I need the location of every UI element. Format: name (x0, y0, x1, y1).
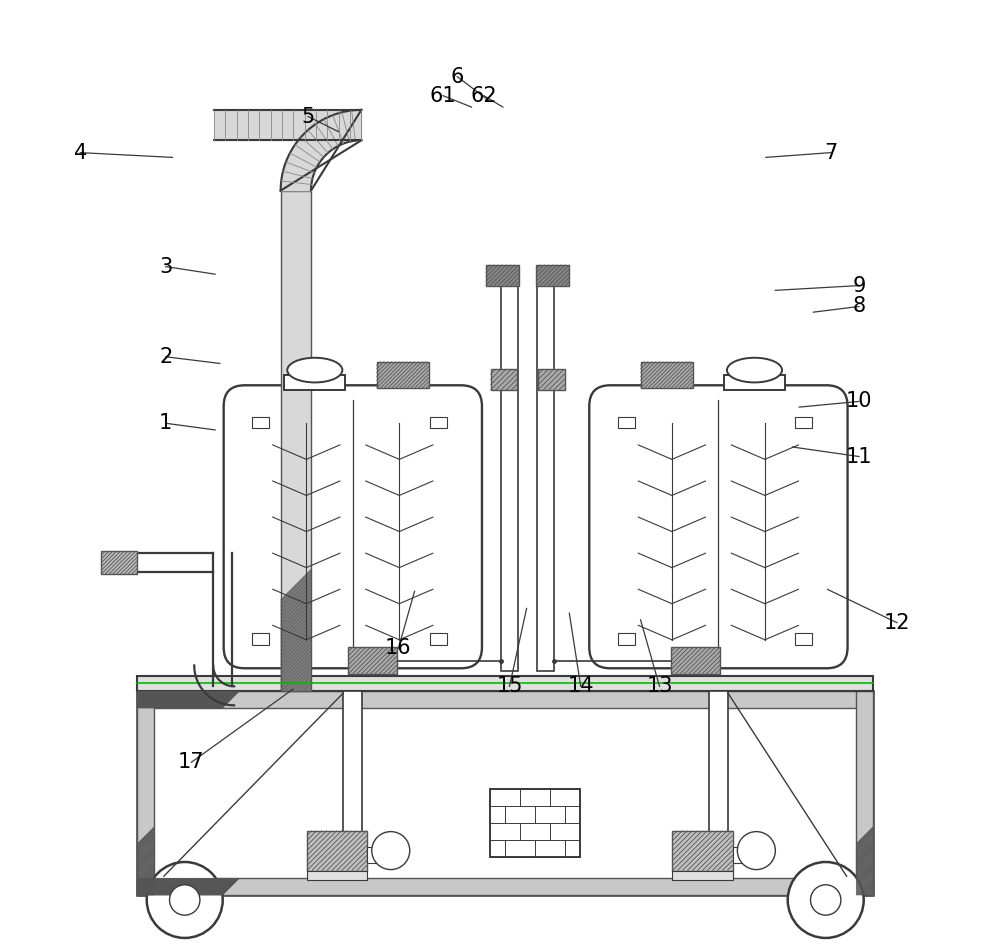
Text: 16: 16 (385, 638, 412, 658)
Bar (343, 691, 362, 878)
Circle shape (147, 862, 223, 938)
Bar (538, 369, 565, 390)
Text: 14: 14 (567, 676, 594, 696)
Bar (536, 264, 569, 285)
Bar (618, 417, 635, 428)
Bar (430, 417, 447, 428)
Bar (491, 369, 517, 390)
Bar (671, 648, 720, 674)
Circle shape (737, 831, 775, 869)
Text: 62: 62 (471, 86, 497, 106)
Text: 15: 15 (496, 676, 523, 696)
Text: 11: 11 (846, 447, 872, 467)
FancyBboxPatch shape (589, 385, 848, 669)
Bar (137, 878, 873, 895)
Bar (724, 375, 785, 390)
Bar (137, 691, 873, 895)
Bar (795, 633, 812, 645)
Text: 9: 9 (852, 276, 866, 296)
Circle shape (372, 831, 410, 869)
Text: 7: 7 (824, 143, 837, 163)
Circle shape (811, 884, 841, 915)
Bar (307, 870, 367, 880)
Bar (537, 276, 554, 671)
Bar (137, 691, 154, 895)
Text: 2: 2 (159, 347, 172, 367)
Bar (490, 789, 580, 857)
Bar (733, 846, 750, 863)
Text: 61: 61 (430, 86, 456, 106)
Bar (501, 276, 518, 671)
Bar (430, 633, 447, 645)
Text: 1: 1 (159, 414, 172, 434)
Bar (486, 264, 519, 285)
Polygon shape (281, 110, 361, 190)
Bar (137, 676, 873, 691)
Bar (348, 648, 397, 674)
Bar (137, 691, 873, 708)
Bar (795, 417, 812, 428)
Bar (856, 691, 873, 895)
Circle shape (788, 862, 864, 938)
Text: 10: 10 (846, 392, 872, 412)
Bar (252, 633, 269, 645)
FancyBboxPatch shape (224, 385, 482, 669)
Text: 6: 6 (451, 67, 464, 87)
Text: 4: 4 (74, 143, 87, 163)
Bar (641, 361, 693, 388)
Bar (672, 830, 733, 870)
Bar (367, 846, 384, 863)
Bar (281, 190, 311, 691)
Bar (307, 830, 367, 870)
Bar (101, 552, 137, 574)
Bar (377, 361, 429, 388)
Bar (709, 691, 728, 878)
Text: 5: 5 (302, 107, 315, 126)
Bar (672, 870, 733, 880)
Text: 8: 8 (852, 297, 866, 317)
Ellipse shape (287, 358, 342, 382)
Bar (284, 375, 345, 390)
Text: 17: 17 (178, 752, 205, 772)
Circle shape (170, 884, 200, 915)
Text: 13: 13 (646, 676, 673, 696)
Text: 3: 3 (159, 257, 172, 277)
Text: 12: 12 (884, 612, 910, 632)
Bar (618, 633, 635, 645)
Ellipse shape (727, 358, 782, 382)
Bar (252, 417, 269, 428)
